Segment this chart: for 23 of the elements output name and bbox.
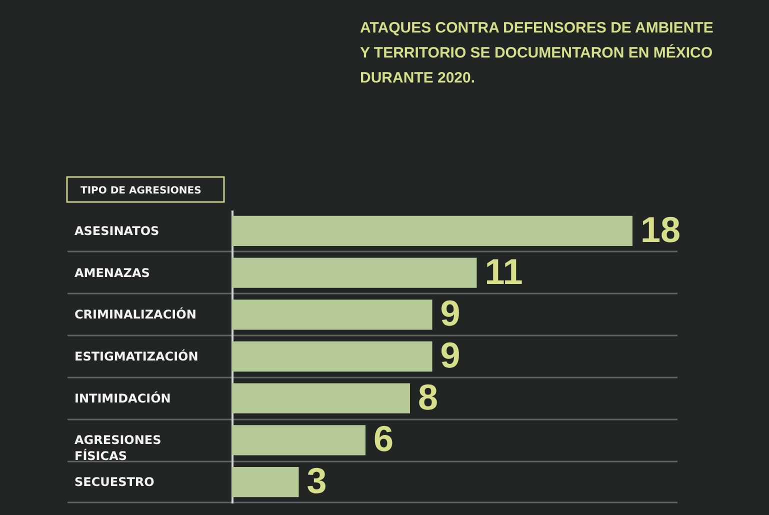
data-label: 6 bbox=[374, 418, 394, 460]
data-label: 11 bbox=[484, 250, 523, 292]
y-axis-title: TIPO DE AGRESIONES bbox=[80, 186, 202, 196]
y-tick-label: AMENAZAS bbox=[74, 266, 150, 280]
bar bbox=[232, 258, 477, 288]
y-tick-label: INTIMIDACIÓN bbox=[74, 390, 171, 406]
bar bbox=[232, 216, 632, 246]
y-tick-label: ASESINATOS bbox=[74, 224, 160, 238]
data-label: 9 bbox=[440, 334, 460, 376]
y-tick-label: CRIMINALIZACIÓN bbox=[74, 306, 196, 322]
data-label: 3 bbox=[306, 460, 327, 502]
y-tick-label: ESTIGMATIZACIÓN bbox=[74, 348, 198, 364]
data-label: 8 bbox=[418, 376, 438, 418]
data-label: 9 bbox=[440, 292, 460, 334]
bar bbox=[232, 300, 432, 330]
y-tick-label: AGRESIONES FÍSICAS bbox=[74, 433, 162, 464]
chart-title: ATAQUES CONTRA DEFENSORES DE AMBIENTE Y TERRITORIO SE DOCUMENTARON EN MÉXICO DURANTE 2020. bbox=[360, 19, 714, 86]
data-label: 18 bbox=[640, 208, 681, 250]
bar bbox=[232, 425, 366, 456]
y-tick-label: SECUESTRO bbox=[74, 475, 154, 490]
bar bbox=[232, 341, 432, 372]
bar bbox=[232, 467, 299, 498]
bar bbox=[232, 383, 410, 414]
